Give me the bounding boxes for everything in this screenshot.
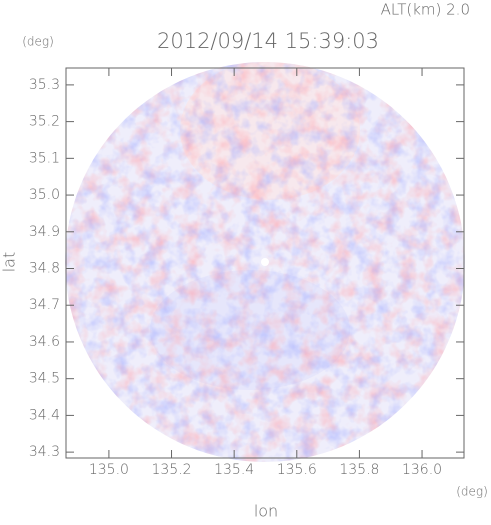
- y-tick-label: 34.7: [29, 297, 60, 313]
- y-tick-label: 35.0: [29, 187, 60, 203]
- x-tick-label: 135.8: [339, 462, 379, 478]
- y-tick-label: 34.9: [29, 224, 60, 240]
- y-tick-label: 34.6: [29, 334, 60, 350]
- x-tick-label: 135.4: [214, 462, 254, 478]
- y-tick-label: 35.2: [29, 114, 60, 130]
- y-tick-label: 34.4: [29, 407, 60, 423]
- y-tick-label: 34.8: [29, 261, 60, 277]
- x-unit: (deg): [456, 485, 488, 499]
- plot-frame: [65, 67, 465, 459]
- x-axis-label: lon: [254, 502, 278, 521]
- y-unit: (deg): [22, 35, 54, 49]
- y-tick-label: 34.5: [29, 371, 60, 387]
- altitude-label: ALT(km) 2.0: [381, 1, 470, 19]
- x-tick-label: 135.0: [89, 462, 129, 478]
- y-tick-label: 34.3: [29, 444, 60, 460]
- y-tick-label: 35.1: [29, 150, 60, 166]
- x-tick-label: 135.6: [277, 462, 317, 478]
- radar-field: [65, 62, 465, 462]
- chart-title: 2012/09/14 15:39:03: [157, 29, 379, 53]
- x-tick-label: 135.2: [151, 462, 191, 478]
- y-axis-label: lat: [0, 252, 19, 273]
- y-tick-label: 35.3: [29, 77, 60, 93]
- x-tick-label: 136.0: [402, 462, 442, 478]
